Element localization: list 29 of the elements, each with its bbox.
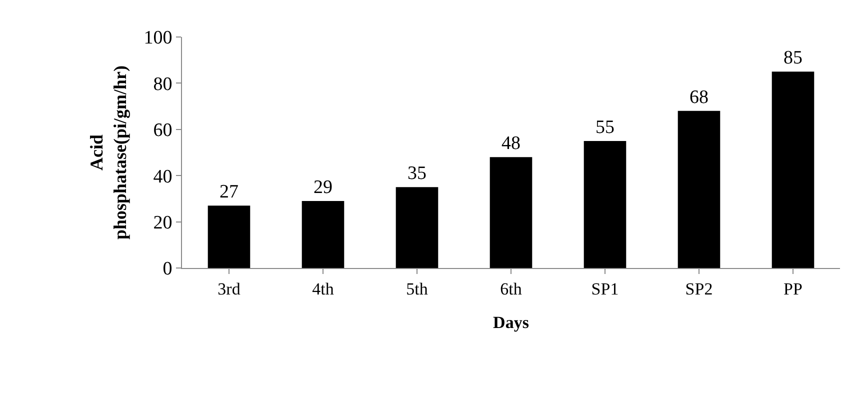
data-label: 55 [596, 116, 614, 138]
bar [208, 206, 250, 268]
y-tick-label: 100 [144, 28, 172, 49]
data-label: 68 [690, 86, 708, 108]
x-tick-label: SP1 [591, 279, 619, 298]
x-tick-label: SP2 [685, 279, 713, 298]
x-axis-title: Days [493, 312, 530, 332]
data-label: 29 [314, 177, 332, 198]
bar [584, 140, 626, 268]
y-tick-label: 60 [153, 120, 172, 142]
y-tick-label: 20 [153, 212, 172, 234]
y-tick-label: 80 [153, 74, 172, 95]
x-tick-label: 4th [312, 279, 334, 298]
bar [302, 201, 344, 268]
bar [772, 72, 814, 268]
x-tick-label: 6th [500, 279, 522, 298]
data-label: 35 [408, 163, 426, 184]
bar [490, 157, 532, 268]
data-label: 85 [784, 48, 802, 69]
data-label: 48 [502, 133, 520, 154]
y-tick-label: 0 [162, 258, 172, 280]
x-tick-label: 3rd [218, 279, 241, 298]
y-tick-label: 40 [153, 166, 172, 188]
data-label: 27 [220, 182, 238, 203]
x-tick-label: PP [784, 279, 802, 298]
bar [678, 110, 720, 268]
bar [396, 187, 438, 268]
x-tick-label: 5th [406, 279, 428, 298]
y-axis-title: Acid phosphatase(pi/gm/hr) [86, 65, 130, 240]
